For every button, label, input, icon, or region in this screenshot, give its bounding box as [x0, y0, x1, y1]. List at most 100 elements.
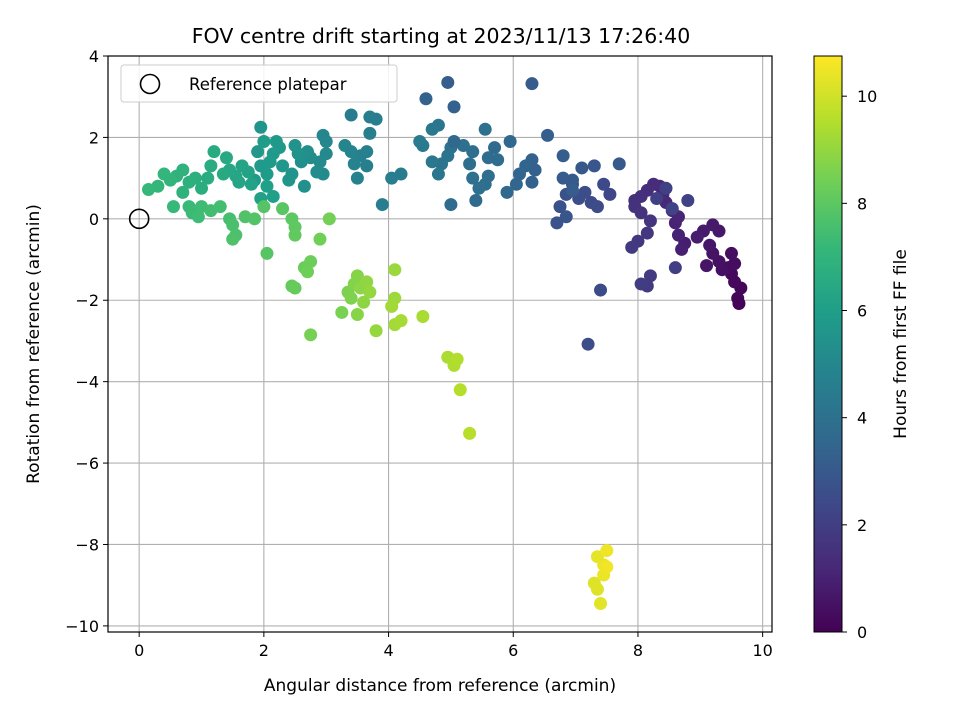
data-point	[388, 263, 402, 277]
data-point	[541, 128, 555, 142]
colorbar-label: Hours from first FF file	[891, 249, 911, 439]
x-tick-label: 2	[259, 641, 269, 660]
data-point	[469, 194, 483, 208]
data-point	[503, 134, 517, 148]
data-point	[288, 281, 302, 295]
data-point	[142, 183, 156, 197]
data-point	[350, 171, 364, 185]
data-point	[431, 167, 445, 181]
data-point	[556, 171, 570, 185]
data-point	[344, 108, 358, 122]
data-point	[703, 238, 717, 252]
data-point	[219, 151, 233, 165]
data-point	[659, 181, 673, 195]
data-point	[310, 165, 324, 179]
data-point	[671, 228, 685, 242]
data-point	[260, 246, 274, 260]
data-point	[488, 141, 502, 155]
y-tick-label: −6	[75, 454, 99, 473]
data-point	[512, 167, 526, 181]
data-point	[260, 179, 274, 193]
data-point	[244, 177, 258, 191]
data-point	[731, 291, 745, 305]
data-point	[248, 212, 262, 226]
data-point	[463, 426, 477, 440]
data-point	[650, 191, 664, 205]
data-point	[463, 157, 477, 171]
y-tick-label: −2	[75, 291, 99, 310]
data-point	[453, 383, 467, 397]
data-point	[394, 314, 408, 328]
data-point	[665, 202, 679, 216]
x-tick-label: 10	[752, 641, 772, 660]
data-point	[500, 185, 514, 199]
data-point	[204, 159, 218, 173]
colorbar-tick-label: 4	[857, 409, 867, 428]
data-point	[447, 100, 461, 114]
data-point	[288, 228, 302, 242]
colorbar-tick-label: 0	[857, 623, 867, 642]
reference-platepar-marker	[128, 208, 150, 230]
data-point	[600, 544, 614, 558]
data-point	[369, 324, 383, 338]
data-point	[565, 183, 579, 197]
chart-title: FOV centre drift starting at 2023/11/13 …	[192, 24, 691, 48]
y-tick-label: −8	[75, 535, 99, 554]
data-point	[304, 255, 318, 269]
data-point	[466, 171, 480, 185]
data-point	[700, 259, 714, 273]
data-point	[257, 200, 271, 214]
data-point	[450, 352, 464, 366]
x-tick-label: 6	[508, 641, 518, 660]
y-tick-label: −4	[75, 373, 99, 392]
data-point	[316, 128, 330, 142]
data-point	[347, 157, 361, 171]
colorbar-ticks: 0 2 4 6 8 10	[842, 87, 877, 642]
data-point	[509, 177, 523, 191]
data-point	[375, 198, 389, 212]
data-point	[600, 560, 614, 574]
data-point	[728, 257, 742, 271]
data-point	[176, 185, 190, 199]
data-point	[643, 269, 657, 283]
data-point	[413, 134, 427, 148]
data-point	[157, 167, 171, 181]
data-point	[266, 189, 280, 203]
data-point	[612, 157, 626, 171]
data-point	[597, 177, 611, 191]
scatter-points	[142, 75, 748, 611]
data-point	[269, 134, 283, 148]
data-point	[282, 173, 296, 187]
data-point	[625, 240, 639, 254]
data-point	[191, 210, 205, 224]
data-point	[182, 175, 196, 189]
data-point	[226, 218, 240, 232]
data-point	[556, 149, 570, 163]
data-point	[335, 305, 349, 319]
data-point	[226, 232, 240, 246]
data-point	[559, 210, 573, 224]
y-axis-label: Rotation from reference (arcmin)	[24, 204, 44, 484]
legend-marker-icon	[139, 73, 161, 95]
colorbar: 0 2 4 6 8 10 Hours from first FF file	[813, 55, 911, 642]
data-point	[257, 134, 271, 148]
data-point	[425, 155, 439, 169]
colorbar-gradient	[813, 55, 843, 633]
data-point	[634, 206, 648, 220]
data-point	[254, 120, 268, 134]
data-point	[553, 200, 567, 214]
axis-ticks: 0 2 4 6 8 10 −10 −8 −6 −4 −2 0 2 4	[65, 47, 773, 660]
y-tick-label: −10	[65, 617, 99, 636]
data-point	[213, 200, 227, 214]
data-point	[304, 328, 318, 342]
data-point	[525, 175, 539, 189]
data-point	[724, 246, 738, 260]
colorbar-tick-label: 8	[857, 194, 867, 213]
data-point	[360, 159, 374, 173]
data-point	[425, 122, 439, 136]
data-point	[478, 122, 492, 136]
data-point	[481, 151, 495, 165]
x-tick-label: 8	[633, 641, 643, 660]
x-tick-label: 0	[134, 641, 144, 660]
data-point	[675, 242, 689, 256]
